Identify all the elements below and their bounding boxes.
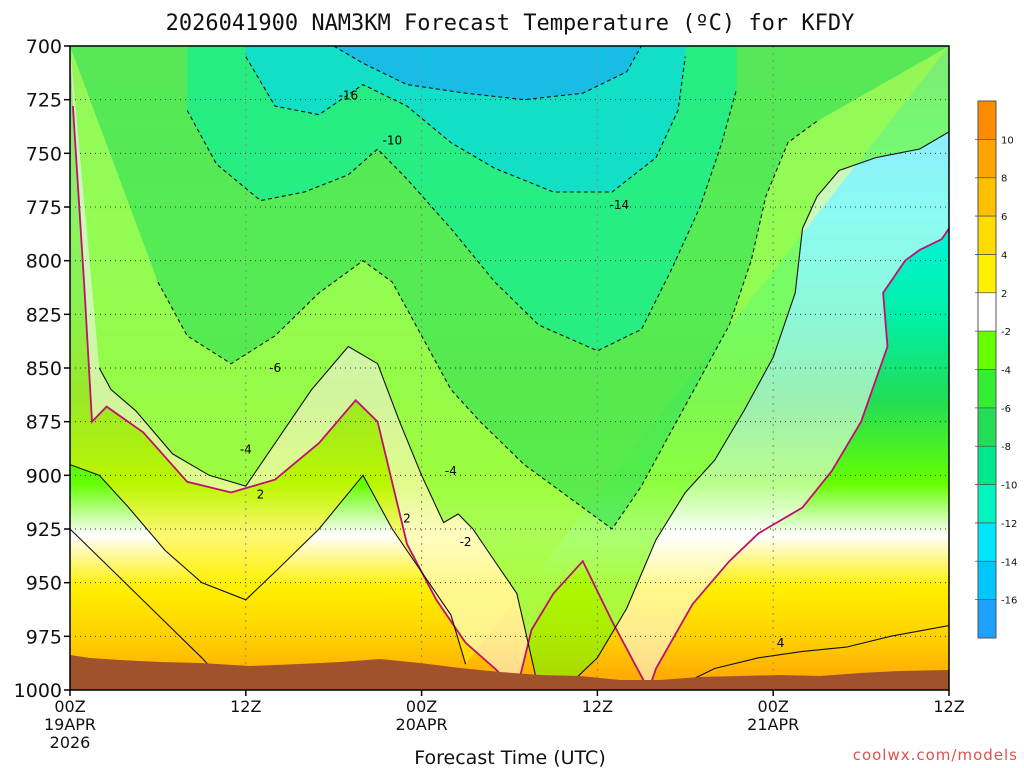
colorbar-label: -2: [1001, 327, 1011, 338]
colorbar-label: 4: [1001, 250, 1007, 261]
y-tick-label: 900: [26, 465, 62, 487]
contour-label-text: 2: [403, 511, 411, 525]
colorbar-label: 6: [1001, 212, 1007, 223]
contour-label: 2: [257, 488, 265, 502]
colorbar-swatch: [978, 369, 996, 409]
contour-label-text: -14: [610, 198, 630, 212]
colorbar-swatch: [978, 561, 996, 601]
contour-label-text: -4: [240, 443, 252, 457]
isotherm-line: [186, 88, 738, 352]
x-tick-label: 12Z: [230, 697, 261, 716]
contour-label: 4: [777, 636, 785, 650]
temperature-band: [333, 46, 642, 100]
colorbar-swatch: [978, 522, 996, 562]
contour-label-text: -4: [445, 464, 457, 478]
colorbar-label: -16: [1001, 596, 1017, 607]
x-tick-date: 21APR: [747, 715, 799, 734]
contour-label-text: -6: [269, 361, 281, 375]
y-tick-label: 725: [26, 90, 62, 112]
colorbar-label: -4: [1001, 366, 1011, 377]
x-tick-label: 12Z: [582, 697, 613, 716]
colorbar-label: -10: [1001, 481, 1017, 492]
colorbar-label: 2: [1001, 289, 1007, 300]
isotherm-line: [670, 625, 949, 690]
x-tick-label: 00Z: [758, 697, 789, 716]
colorbar-label: 8: [1001, 174, 1007, 185]
contour-label: -6: [269, 361, 281, 375]
colorbar-swatch: [978, 484, 996, 524]
contour-label: 2: [403, 511, 411, 525]
isotherm-line: [72, 106, 949, 690]
credit-text: coolwx.com/models: [853, 746, 1018, 764]
y-tick-label: 925: [26, 519, 62, 541]
y-tick-label: 850: [26, 358, 62, 380]
contour-label: -10: [382, 133, 402, 147]
colorbar: 10 8 6 4 2 -2 -4 -6 -8 -10 -12 -14 -16: [975, 100, 1017, 639]
x-tick-label: 00Z: [54, 697, 85, 716]
isotherm-line: [157, 120, 818, 530]
contour-label: -14: [610, 198, 630, 212]
x-tick-date: 20APR: [396, 715, 448, 734]
y-tick-label: 800: [26, 251, 62, 273]
y-tick-label: 950: [26, 573, 62, 595]
colorbar-label: 10: [1001, 135, 1014, 146]
x-tick-label: 00Z: [406, 697, 437, 716]
colorbar-label: -8: [1001, 442, 1011, 453]
colorbar-swatch: [978, 599, 996, 639]
contour-label: -16: [339, 88, 359, 102]
contour-label: -4: [240, 443, 252, 457]
colorbar-swatch: [978, 331, 996, 370]
y-tick-label: 775: [26, 197, 62, 219]
colorbar-label: -12: [1001, 519, 1017, 530]
colorbar-swatch: [978, 216, 996, 255]
y-tick-label: 825: [26, 304, 62, 326]
contour-label: -2: [460, 535, 472, 549]
colorbar-swatch: [978, 407, 996, 447]
colorbar-label: -6: [1001, 404, 1011, 415]
colorbar-swatch: [978, 101, 996, 140]
plot-area: [70, 46, 949, 690]
contour-label: -4: [445, 464, 457, 478]
colorbar-swatch: [978, 139, 996, 179]
chart-title: 2026041900 NAM3KM Forecast Temperature (…: [166, 11, 855, 36]
contour-label-text: -10: [382, 133, 402, 147]
x-tick-year: 2026: [50, 733, 91, 752]
y-tick-label: 1000: [14, 680, 62, 702]
isotherm-line: [70, 464, 467, 665]
colorbar-swatch: [978, 292, 996, 332]
x-axis-label: Forecast Time (UTC): [414, 747, 605, 768]
contour-label-text: -16: [339, 88, 359, 102]
isotherm-line: [245, 56, 686, 193]
contour-label-text: -2: [460, 535, 472, 549]
isotherm-line: [98, 131, 949, 690]
contour-label-text: 2: [257, 488, 265, 502]
y-tick-label: 975: [26, 626, 62, 648]
contour-label-text: 4: [777, 636, 785, 650]
colorbar-swatch: [978, 254, 996, 294]
y-tick-label: 700: [26, 36, 62, 58]
y-tick-label: 875: [26, 412, 62, 434]
x-tick-label: 12Z: [933, 697, 964, 716]
terrain-ground: [70, 655, 949, 690]
colorbar-swatch: [978, 446, 996, 486]
y-tick-label: 750: [26, 143, 62, 165]
isotherm-line: [333, 46, 642, 101]
colorbar-swatch: [978, 177, 996, 217]
colorbar-label: -14: [1001, 557, 1017, 568]
x-tick-date: 19APR: [44, 715, 96, 734]
